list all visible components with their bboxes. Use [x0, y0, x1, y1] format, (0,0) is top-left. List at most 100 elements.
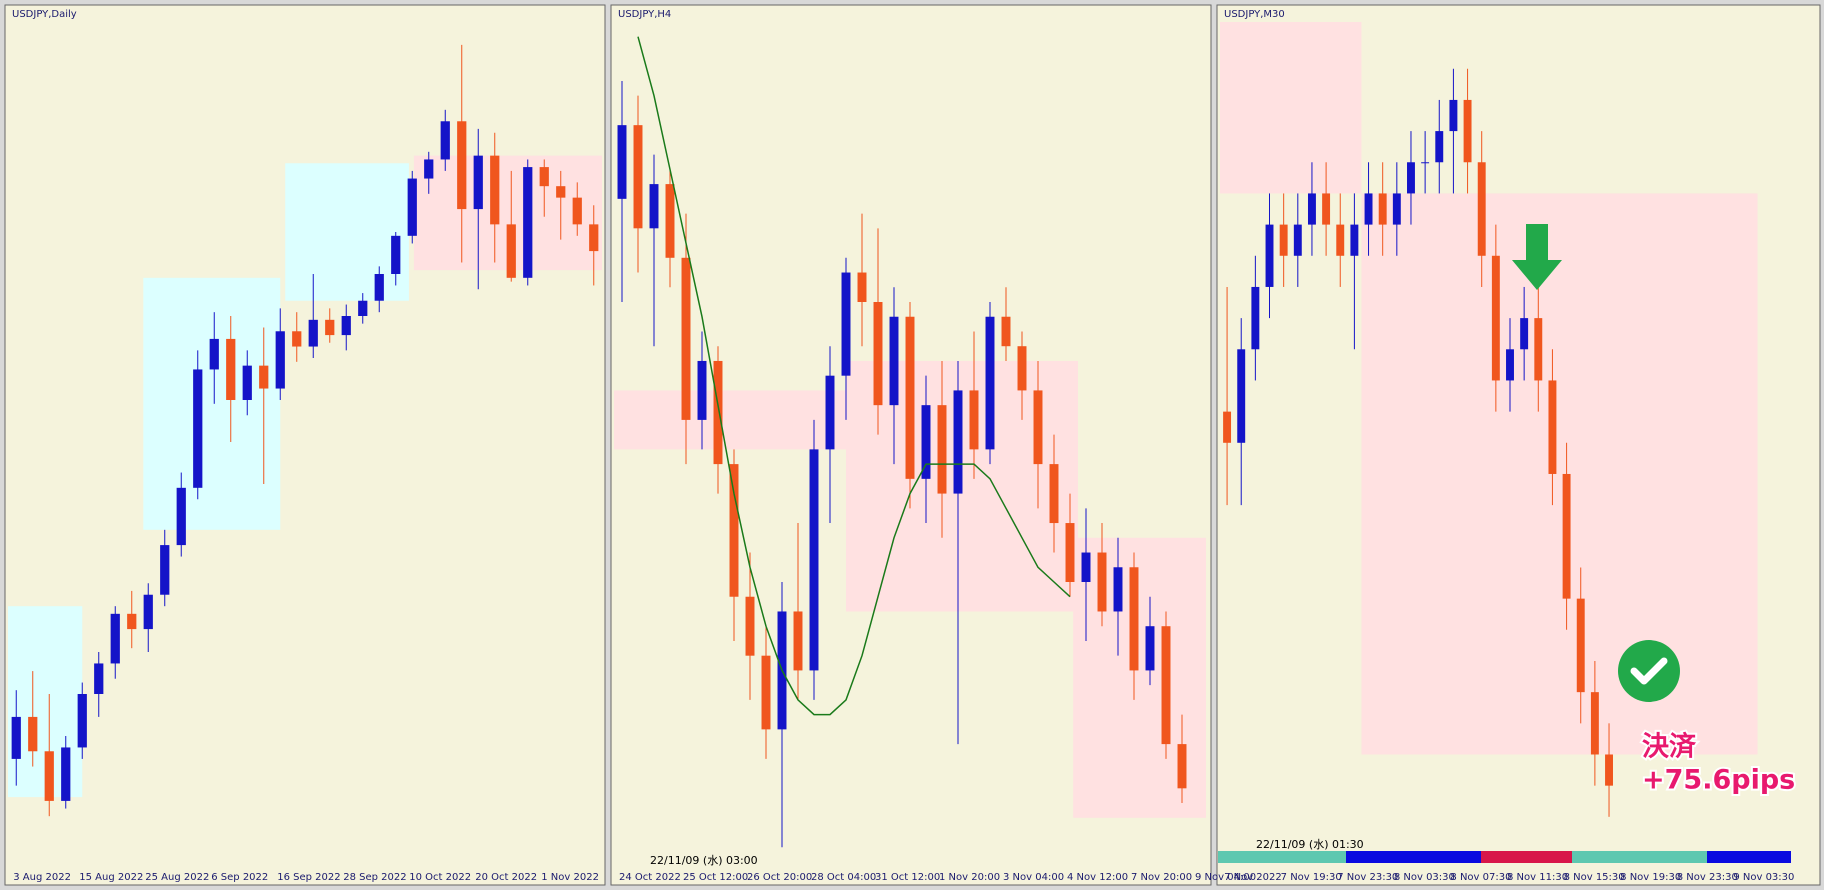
candle-body: [809, 449, 819, 671]
candle-body: [937, 405, 947, 494]
candle-body: [457, 121, 467, 210]
strip-segment: [1572, 851, 1707, 863]
candle-body: [127, 613, 137, 630]
candle-body: [729, 464, 739, 597]
candle-body: [1534, 318, 1543, 381]
candle-body: [1350, 224, 1359, 256]
x-tick-label: 8 Nov 23:30: [1677, 872, 1738, 883]
candle-body: [953, 390, 963, 494]
candle-body: [1145, 626, 1155, 671]
strip-segment: [1218, 851, 1346, 863]
check-icon: [1618, 640, 1680, 702]
zone: [1220, 22, 1362, 194]
sell-arrow: [1512, 224, 1562, 290]
candle-body: [1449, 99, 1458, 132]
candle-body: [1576, 598, 1585, 693]
candle-body: [226, 338, 236, 400]
candle-body: [1491, 255, 1500, 381]
x-tick-label: 8 Nov 11:30: [1507, 872, 1568, 883]
x-tick-label: 16 Sep 2022: [277, 872, 340, 883]
candle-body: [94, 663, 104, 694]
candle-body: [341, 316, 351, 336]
x-tick-label: 31 Oct 12:00: [875, 872, 940, 883]
x-tick-label: 15 Aug 2022: [79, 872, 143, 883]
candle-body: [1421, 162, 1430, 164]
x-tick-label: 8 Nov 07:30: [1450, 872, 1511, 883]
candle-body: [193, 369, 203, 488]
candle-body: [242, 365, 252, 400]
candle-body: [633, 125, 643, 229]
candle-body: [873, 302, 883, 406]
x-tick-label: 28 Sep 2022: [343, 872, 406, 883]
status-strip: [1218, 851, 1791, 863]
candle-body: [490, 155, 500, 225]
panel: [4, 4, 606, 886]
strip-segment: [1346, 851, 1481, 863]
x-tick-label: 9 Nov 04:00: [1195, 872, 1256, 883]
check-mark: [1630, 657, 1668, 685]
candle-body: [391, 235, 401, 274]
candle-body: [407, 178, 417, 236]
candle-body: [1081, 552, 1091, 582]
candle-body: [292, 331, 302, 347]
candle-body: [110, 613, 120, 664]
candle-body: [589, 224, 599, 252]
x-tick-label: 8 Nov 19:30: [1620, 872, 1681, 883]
candle-body: [761, 655, 771, 730]
chart-title: USDJPY,Daily: [12, 9, 77, 20]
chart-title: USDJPY,H4: [618, 9, 671, 20]
candle-body: [1605, 754, 1613, 786]
candle-body: [1378, 193, 1387, 225]
candle-body: [61, 747, 71, 801]
x-tick-label: 7 Nov 2022: [1224, 872, 1282, 883]
candle-body: [1463, 99, 1472, 163]
candle-body: [1033, 390, 1043, 465]
candle-body: [841, 272, 851, 376]
candle-body: [1251, 286, 1260, 350]
candle-body: [275, 331, 285, 389]
candle-body: [1520, 318, 1529, 350]
x-tick-label: 6 Sep 2022: [211, 872, 268, 883]
strip-segment: [1707, 851, 1791, 863]
x-tick-label: 3 Aug 2022: [13, 872, 71, 883]
x-tick-label: 4 Nov 12:00: [1067, 872, 1128, 883]
candle-body: [506, 224, 516, 278]
x-tick-label: 1 Nov 2022: [541, 872, 599, 883]
candle-body: [1590, 692, 1599, 755]
candle-body: [556, 186, 566, 198]
candle-body: [1435, 131, 1444, 163]
candle-body: [77, 694, 87, 748]
candle-body: [1001, 316, 1011, 347]
x-tick-label: 25 Aug 2022: [145, 872, 209, 883]
x-tick-label: 24 Oct 2022: [619, 872, 681, 883]
annotation: +75.6pips: [1642, 765, 1795, 796]
candle-body: [539, 167, 549, 187]
candle-body: [1336, 224, 1345, 256]
plot-layer: 3 Aug 2022 15 Aug 2022 25 Aug 2022 6 Sep 20…: [8, 22, 1794, 883]
candle-body: [1065, 523, 1075, 582]
candle-body: [259, 365, 269, 389]
x-tick-label: 8 Nov 03:30: [1394, 872, 1455, 883]
x-tick-label: 1 Nov 20:00: [939, 872, 1000, 883]
candle-body: [1279, 224, 1288, 256]
x-tick-label: 3 Nov 04:00: [1003, 872, 1064, 883]
zone: [1361, 193, 1758, 755]
candle-body: [11, 716, 21, 759]
candle-body: [1392, 193, 1401, 225]
x-tick-label: 26 Oct 20:00: [747, 872, 812, 883]
candle-body: [713, 360, 723, 465]
candle-body: [325, 319, 335, 336]
candle-body: [985, 316, 995, 450]
candle-body: [44, 751, 54, 801]
strip-segment: [1481, 851, 1572, 863]
x-tick-label: 7 Nov 23:30: [1337, 872, 1398, 883]
x-tick-label: 9 Nov 03:30: [1733, 872, 1794, 883]
candle-body: [1548, 380, 1557, 474]
candle-body: [358, 300, 368, 316]
candle-body: [1293, 224, 1302, 256]
zone: [143, 277, 281, 530]
candle-body: [1322, 193, 1331, 225]
x-tick-label: 28 Oct 04:00: [811, 872, 876, 883]
candle-body: [1307, 193, 1316, 225]
